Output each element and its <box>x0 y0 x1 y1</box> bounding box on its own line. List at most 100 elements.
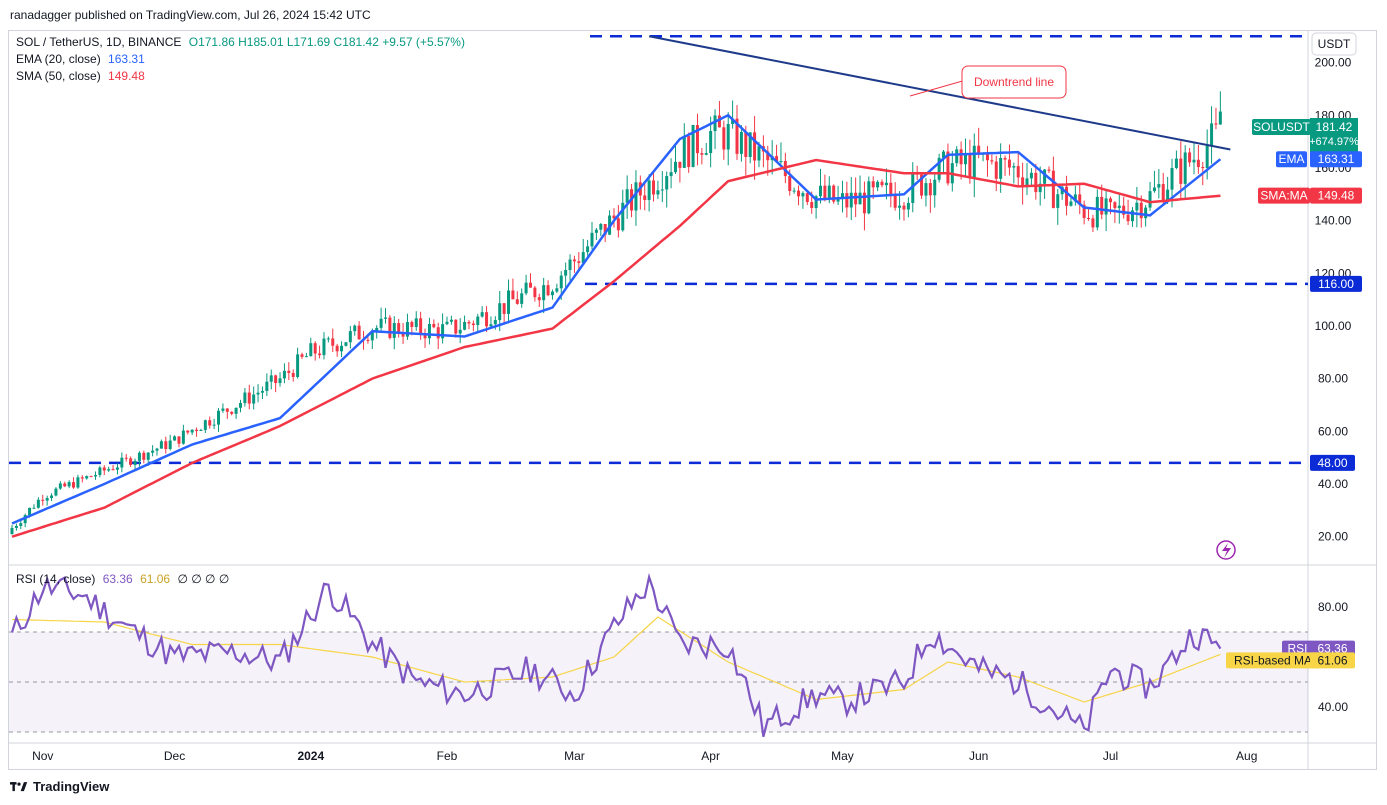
candle-body <box>423 333 427 339</box>
candle-body <box>151 450 155 453</box>
candle-body <box>625 189 629 203</box>
candle-body <box>63 483 67 487</box>
candle-body <box>779 161 783 163</box>
candle-body <box>260 390 264 393</box>
rsi-value-tag-text: 63.36 <box>1317 642 1347 656</box>
level-116-tag-text: 116.00 <box>1318 277 1354 291</box>
candle-body <box>318 353 322 356</box>
candle-body <box>1073 194 1077 202</box>
candle-body <box>190 429 194 433</box>
published-header: ranadagger published on TradingView.com,… <box>10 8 371 22</box>
time-tick-label: Apr <box>701 749 720 763</box>
candle-body <box>212 424 216 426</box>
candle-body <box>581 252 585 263</box>
candle-body <box>1029 172 1033 179</box>
candle-body <box>1056 194 1060 208</box>
candle-body <box>1170 167 1174 190</box>
candle-body <box>129 458 133 465</box>
candle-body <box>173 436 177 441</box>
candle-body <box>445 321 449 325</box>
candle-body <box>252 394 256 404</box>
candle-body <box>1003 158 1007 160</box>
candle-body <box>994 161 998 179</box>
candle-body <box>137 452 141 461</box>
ema-20-line <box>11 113 1222 525</box>
candle-body <box>1210 123 1214 146</box>
candle-body <box>524 282 528 294</box>
legend-symbol: SOL / TetherUS, 1D, BINANCE <box>16 35 182 49</box>
tradingview-footer[interactable]: TradingView <box>10 779 109 794</box>
candle-body <box>577 261 581 263</box>
candle-body <box>181 430 185 444</box>
legend-ema-row[interactable]: EMA (20, close) 163.31 <box>16 52 145 66</box>
candle-body <box>10 527 14 535</box>
candle-body <box>673 161 677 173</box>
candle-body <box>713 115 717 132</box>
price-tick-label: 40.00 <box>1318 477 1348 491</box>
candle-body <box>511 290 515 300</box>
time-tick-label: Mar <box>564 749 585 763</box>
candle-body <box>392 323 396 338</box>
last-price-text: +674.97% <box>1309 136 1359 148</box>
candle-body <box>735 118 739 154</box>
candle-body <box>775 156 779 162</box>
legend-sma-row[interactable]: SMA (50, close) 149.48 <box>16 69 145 83</box>
candle-body <box>410 322 414 327</box>
candle-body <box>902 205 906 210</box>
level-48-tag <box>1310 454 1355 471</box>
candle-body <box>282 370 286 379</box>
candle-body <box>546 285 550 296</box>
candle-body <box>405 322 409 337</box>
candle-body <box>441 324 445 339</box>
candle-body <box>344 342 348 346</box>
candle-body <box>840 193 844 198</box>
candle-body <box>1016 166 1020 178</box>
candle-body <box>265 381 269 391</box>
candle-body <box>195 429 199 432</box>
candle-body <box>217 410 221 425</box>
candle-body <box>704 153 708 155</box>
candle-body <box>1065 186 1069 206</box>
rsi-ma-tag <box>1226 652 1320 669</box>
time-tick-label: Jun <box>969 749 988 763</box>
candle-body <box>203 420 207 430</box>
candle-body <box>550 291 554 296</box>
candle-body <box>1148 191 1152 208</box>
candle-body <box>230 411 234 414</box>
candle-body <box>643 195 647 200</box>
candle-body <box>845 193 849 208</box>
candle-body <box>682 136 686 168</box>
candle-body <box>928 183 932 196</box>
rsi-legend[interactable]: RSI (14, close) 63.36 61.06 ∅ ∅ ∅ ∅ <box>16 572 229 586</box>
candle-body <box>322 338 326 356</box>
candle-body <box>120 457 124 468</box>
candle-body <box>485 312 489 327</box>
candle-body <box>805 193 809 203</box>
candle-body <box>836 197 840 202</box>
horizontal-levels <box>9 35 1308 465</box>
candle-body <box>45 498 49 501</box>
candle-body <box>357 325 361 340</box>
rsi-tick-label: 40.00 <box>1318 700 1348 714</box>
price-tick-label: 20.00 <box>1318 530 1348 544</box>
candle-body <box>1122 205 1126 215</box>
candle-body <box>594 229 598 233</box>
candle-body <box>32 507 36 509</box>
candle-body <box>1174 158 1178 168</box>
sma-tag <box>1258 187 1310 204</box>
ema-tag-text: EMA <box>1278 152 1304 166</box>
candle-body <box>884 182 888 186</box>
candle-body <box>340 345 344 352</box>
candle-body <box>1025 178 1029 188</box>
candle-body <box>849 192 853 208</box>
level-116-tag <box>1310 275 1362 292</box>
candle-body <box>133 460 137 465</box>
candle-body <box>1082 204 1086 218</box>
candle-body <box>476 316 480 326</box>
candle-body <box>1087 217 1091 219</box>
candle-body <box>832 185 836 202</box>
rsi-bands <box>9 631 1308 733</box>
candle-body <box>225 408 229 412</box>
candle-body <box>436 327 440 339</box>
